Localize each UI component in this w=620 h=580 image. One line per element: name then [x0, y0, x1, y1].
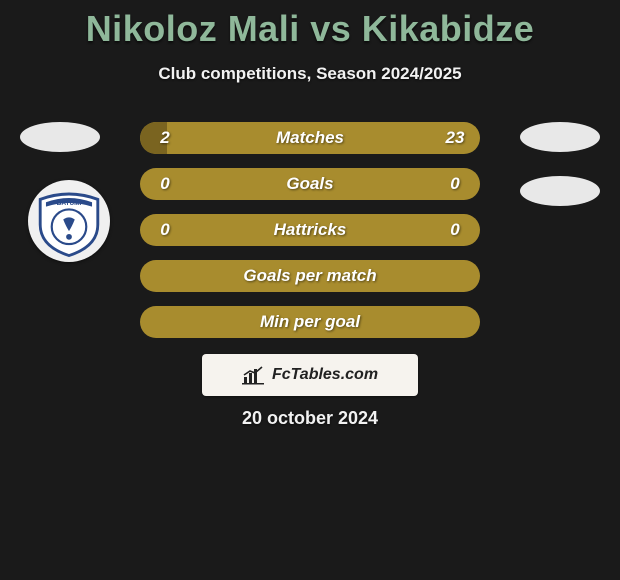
stat-right-value: 23	[430, 128, 480, 148]
stat-right-value: 0	[430, 174, 480, 194]
chart-icon	[242, 365, 266, 385]
stat-label: Goals per match	[190, 266, 430, 286]
page-subtitle: Club competitions, Season 2024/2025	[0, 64, 620, 84]
brand-text: FcTables.com	[272, 366, 378, 384]
page-title: Nikoloz Mali vs Kikabidze	[0, 0, 620, 50]
player2-avatar	[520, 122, 600, 152]
stat-row-min-per-goal: Min per goal	[140, 306, 480, 338]
stat-label: Matches	[190, 128, 430, 148]
club-badge: BATUMI	[28, 180, 110, 262]
stat-label: Min per goal	[190, 312, 430, 332]
stats-container: 2 Matches 23 0 Goals 0 0 Hattricks 0 Goa…	[140, 122, 480, 352]
stat-row-goals-per-match: Goals per match	[140, 260, 480, 292]
stat-row-hattricks: 0 Hattricks 0	[140, 214, 480, 246]
stat-left-value: 0	[140, 174, 190, 194]
brand-badge[interactable]: FcTables.com	[202, 354, 418, 396]
player2-secondary-avatar	[520, 176, 600, 206]
stat-label: Hattricks	[190, 220, 430, 240]
date-text: 20 october 2024	[0, 408, 620, 429]
stat-row-matches: 2 Matches 23	[140, 122, 480, 154]
stat-right-value: 0	[430, 220, 480, 240]
player1-avatar	[20, 122, 100, 152]
stat-left-value: 2	[140, 128, 190, 148]
stat-left-value: 0	[140, 220, 190, 240]
stat-label: Goals	[190, 174, 430, 194]
svg-text:BATUMI: BATUMI	[57, 200, 82, 207]
stat-row-goals: 0 Goals 0	[140, 168, 480, 200]
